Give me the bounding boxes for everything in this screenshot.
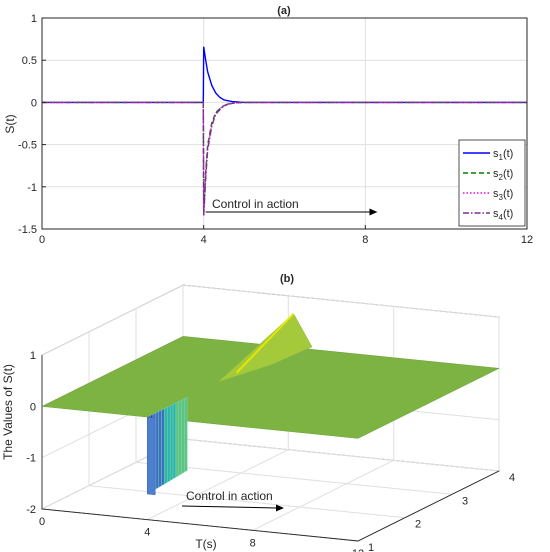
y-tick-label: -0.5 <box>18 140 37 152</box>
x-tick-label: 4 <box>201 234 207 246</box>
x-tick-label: 12 <box>521 234 533 246</box>
legend-label-s4: s4(t) <box>493 208 513 222</box>
y-tick-label: 0.5 <box>22 55 37 67</box>
x-tick-label: 12 <box>352 548 364 552</box>
y-tick-label: 1 <box>368 542 374 552</box>
x-tick-label: 0 <box>39 234 45 246</box>
surface-peak <box>217 313 313 383</box>
title-b: (b) <box>280 273 294 285</box>
surface-dip-strip <box>164 406 168 485</box>
ylabel-a: S(t) <box>3 114 17 133</box>
legend-label-s2: s2(t) <box>493 168 513 182</box>
y-tick-label: -1 <box>27 182 37 194</box>
axes-box-a <box>41 17 528 230</box>
panel-b: (b) -2-101048121234 The Values of S(t) T… <box>1 273 515 552</box>
y-tick-label: 3 <box>462 495 468 507</box>
z-tick-label: 0 <box>30 401 36 413</box>
x-tick-label: 8 <box>250 537 256 549</box>
y-tick-label: 2 <box>415 519 421 531</box>
y-tick-label: 0 <box>31 97 37 109</box>
y-tick-label: 4 <box>509 472 515 484</box>
surface-dip-strip <box>172 402 177 480</box>
annotation-b: Control in action <box>181 489 284 512</box>
surface-dip-strip <box>167 405 171 483</box>
ticks-a: 0 4 8 12 -1.5 -1 -0.5 0 0.5 1 <box>18 13 533 246</box>
annotation-text-b: Control in action <box>186 489 273 503</box>
surface-dip-strip <box>181 398 185 475</box>
y-tick-label: -1.5 <box>18 224 37 236</box>
surface-dip-strip <box>155 411 159 490</box>
y-tick-label: 1 <box>31 13 37 25</box>
legend-box <box>458 139 526 227</box>
annotation-text-a: Control in action <box>212 197 299 211</box>
panel-a: 0 4 8 12 -1.5 -1 -0.5 0 0.5 1 (a) S(t) Control in… <box>3 5 533 246</box>
x-tick-label: 0 <box>39 516 45 528</box>
series-line-s1 <box>42 46 527 104</box>
plot-area-a <box>42 18 527 229</box>
annotation-arrow-head <box>276 504 284 512</box>
x-tick-label: 4 <box>144 527 150 539</box>
legend-label-s1: s1(t) <box>493 148 513 162</box>
title-a: (a) <box>277 5 291 17</box>
x-tick-label: 8 <box>362 234 368 246</box>
z-tick-label: -2 <box>26 504 36 516</box>
zlabel-b: The Values of S(t) <box>1 364 15 460</box>
annotation-a: Control in action <box>205 197 378 216</box>
surface-dip-strip <box>158 409 162 488</box>
z-tick-label: -1 <box>26 453 36 465</box>
ticks-b: -2-101048121234 <box>26 350 515 552</box>
surface-dip-strip <box>161 408 165 486</box>
surface-b <box>41 313 500 496</box>
legend-a: s1(t) s2(t) s3(t) s4(t) <box>458 139 526 227</box>
annotation-arrow-shaft <box>181 505 277 509</box>
series-group-a <box>42 46 527 217</box>
xlabel-b: T(s) <box>195 537 216 551</box>
series-line-s2 <box>42 101 527 214</box>
surface-peak-ridge <box>235 313 295 374</box>
surface-dip-strip <box>178 399 182 476</box>
front-edges <box>41 355 500 542</box>
surface-dip-strip <box>175 401 179 478</box>
surface-dip-strip <box>170 403 174 481</box>
surface-dip-side <box>147 416 156 496</box>
legend-label-s3: s3(t) <box>493 188 513 202</box>
surface-dip-strip <box>184 396 188 473</box>
annotation-arrow-head <box>369 208 378 216</box>
series-line-s4 <box>42 101 527 217</box>
z-tick-label: 1 <box>30 350 36 362</box>
